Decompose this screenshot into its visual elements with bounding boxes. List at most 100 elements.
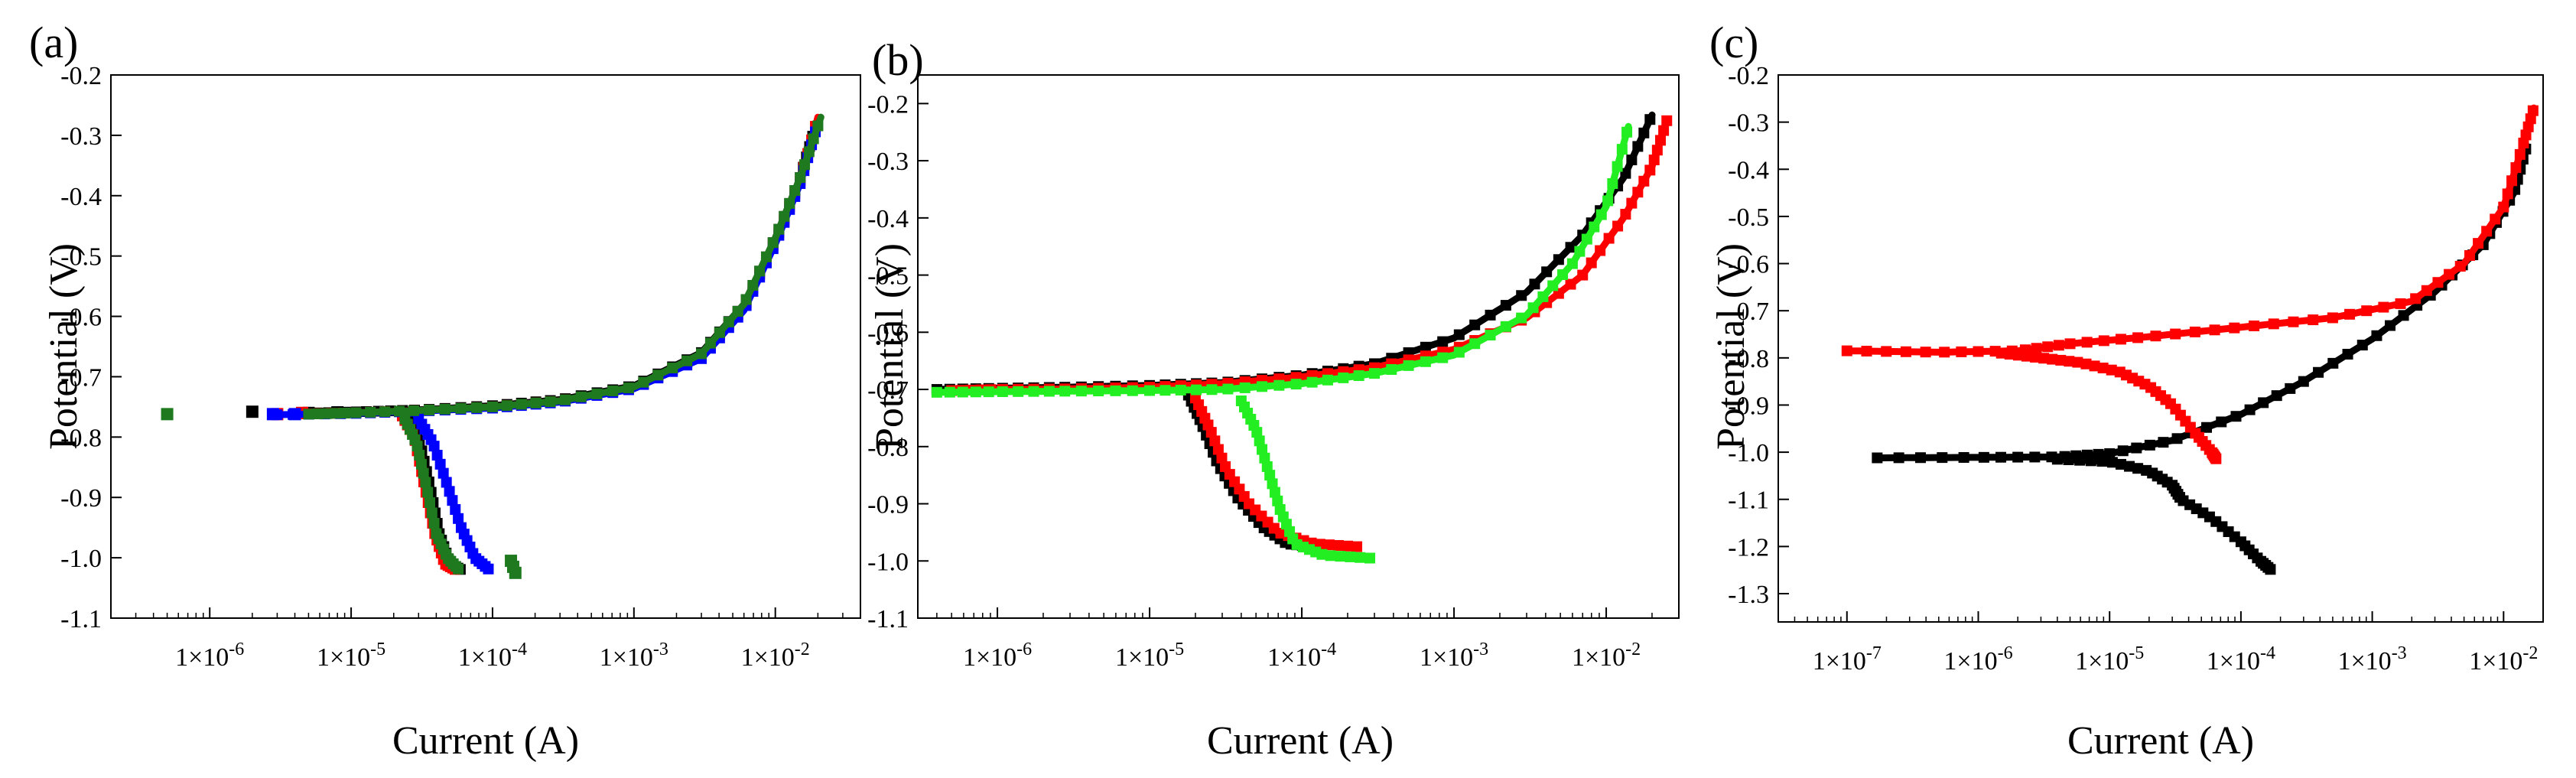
- data-point: [424, 496, 436, 508]
- data-point: [2055, 354, 2067, 366]
- y-tick-label: -0.9: [60, 484, 102, 513]
- data-point: [471, 402, 483, 413]
- data-point: [2132, 463, 2144, 474]
- y-tick-label: -0.3: [1728, 109, 1769, 138]
- data-point: [1205, 427, 1217, 438]
- data-point: [1612, 161, 1623, 172]
- data-point: [1644, 164, 1656, 176]
- y-tick-label: -0.3: [60, 122, 102, 151]
- data-point: [1620, 168, 1631, 179]
- data-point: [1335, 551, 1346, 562]
- y-tick-label: -0.8: [867, 434, 909, 462]
- data-point: [483, 563, 494, 575]
- data-point: [773, 223, 785, 235]
- data-point: [1353, 370, 1364, 382]
- y-axis-title: Potential (V): [42, 243, 86, 450]
- x-tick-label: 1×10-2: [1572, 640, 1641, 672]
- x-tick-label: 1×10-5: [1115, 640, 1184, 672]
- data-point: [2131, 442, 2142, 454]
- data-point: [2074, 454, 2086, 466]
- data-point: [501, 400, 512, 412]
- y-tick-label: -0.7: [867, 376, 909, 405]
- data-point: [789, 185, 801, 197]
- data-point: [414, 450, 425, 461]
- data-point: [1602, 195, 1614, 207]
- data-point: [1872, 452, 1883, 464]
- data-point: [2522, 121, 2534, 132]
- data-point: [1485, 309, 1496, 321]
- data-point: [944, 386, 955, 398]
- y-tick-label: -0.7: [1728, 298, 1769, 326]
- data-point: [2012, 350, 2024, 361]
- data-point: [1075, 386, 1087, 397]
- data-point: [799, 159, 811, 171]
- x-axis-title: Current (A): [1207, 719, 1394, 763]
- x-tick-label: 1×10-6: [1943, 643, 2012, 675]
- data-point: [266, 408, 279, 421]
- data-point: [1861, 345, 1872, 356]
- data-point: [1351, 541, 1363, 552]
- data-point: [1500, 321, 1511, 332]
- data-point: [1995, 451, 2007, 463]
- data-point: [997, 386, 1008, 397]
- data-point: [437, 467, 449, 479]
- y-tick-label: -0.5: [867, 262, 909, 291]
- data-point: [2385, 320, 2396, 331]
- x-tick-label: 1×10-2: [2469, 643, 2538, 675]
- x-tick-label: 1×10-4: [458, 640, 527, 672]
- data-point: [1342, 540, 1353, 552]
- data-point: [1420, 356, 1431, 367]
- data-point: [1654, 135, 1666, 146]
- y-tick-label: -0.9: [1728, 392, 1769, 420]
- data-point: [1537, 291, 1549, 302]
- data-point: [2518, 137, 2529, 148]
- data-point: [2432, 277, 2444, 288]
- data-point: [431, 450, 443, 461]
- data-point: [1290, 379, 1302, 390]
- data-point: [2144, 439, 2155, 451]
- data-point: [1900, 346, 1911, 357]
- data-point: [1437, 336, 1449, 347]
- data-point: [1028, 386, 1039, 397]
- data-point: [957, 386, 968, 398]
- y-tick-label: -1.0: [1728, 439, 1769, 467]
- data-point: [1661, 115, 1673, 126]
- y-tick-label: -1.1: [1728, 487, 1769, 515]
- y-tick-label: -0.6: [60, 304, 102, 332]
- data-point: [2117, 445, 2129, 457]
- data-point: [453, 563, 464, 575]
- data-point: [1565, 242, 1576, 253]
- data-point: [447, 495, 458, 506]
- data-point: [2288, 316, 2299, 327]
- data-point: [1638, 127, 1650, 138]
- data-point: [2249, 321, 2260, 332]
- data-point: [1577, 269, 1589, 281]
- data-point: [560, 394, 571, 405]
- x-axis-title: Current (A): [392, 719, 579, 763]
- data-point: [434, 458, 446, 470]
- panel-a: (a)-0.2 -0.3 -0.4 -0.5 -0.6 -0.7 -0.8 -0.9 -1.0 -…: [29, 18, 861, 763]
- data-point: [2361, 305, 2373, 317]
- data-point: [1325, 550, 1336, 562]
- y-tick-label: -1.2: [1728, 533, 1769, 562]
- data-point: [2106, 364, 2117, 376]
- data-point: [2064, 356, 2075, 367]
- data-point: [1939, 347, 1950, 358]
- data-point: [408, 405, 419, 416]
- y-tick-label: -1.0: [867, 548, 909, 576]
- y-axis-title: Potential (V): [868, 243, 912, 450]
- data-point: [455, 402, 467, 414]
- data-point: [2265, 564, 2276, 575]
- data-point: [1144, 385, 1156, 396]
- series-green: [161, 113, 825, 579]
- x-tick-label: 1×10-3: [600, 640, 668, 672]
- data-point: [1956, 346, 1967, 357]
- y-tick-label: -0.6: [1728, 251, 1769, 279]
- data-point: [1973, 346, 1984, 357]
- y-tick-label: -1.1: [867, 605, 909, 633]
- data-point: [2171, 433, 2183, 444]
- data-point: [970, 386, 981, 398]
- data-point: [591, 388, 603, 399]
- data-point: [1269, 487, 1280, 498]
- data-point: [2097, 363, 2109, 374]
